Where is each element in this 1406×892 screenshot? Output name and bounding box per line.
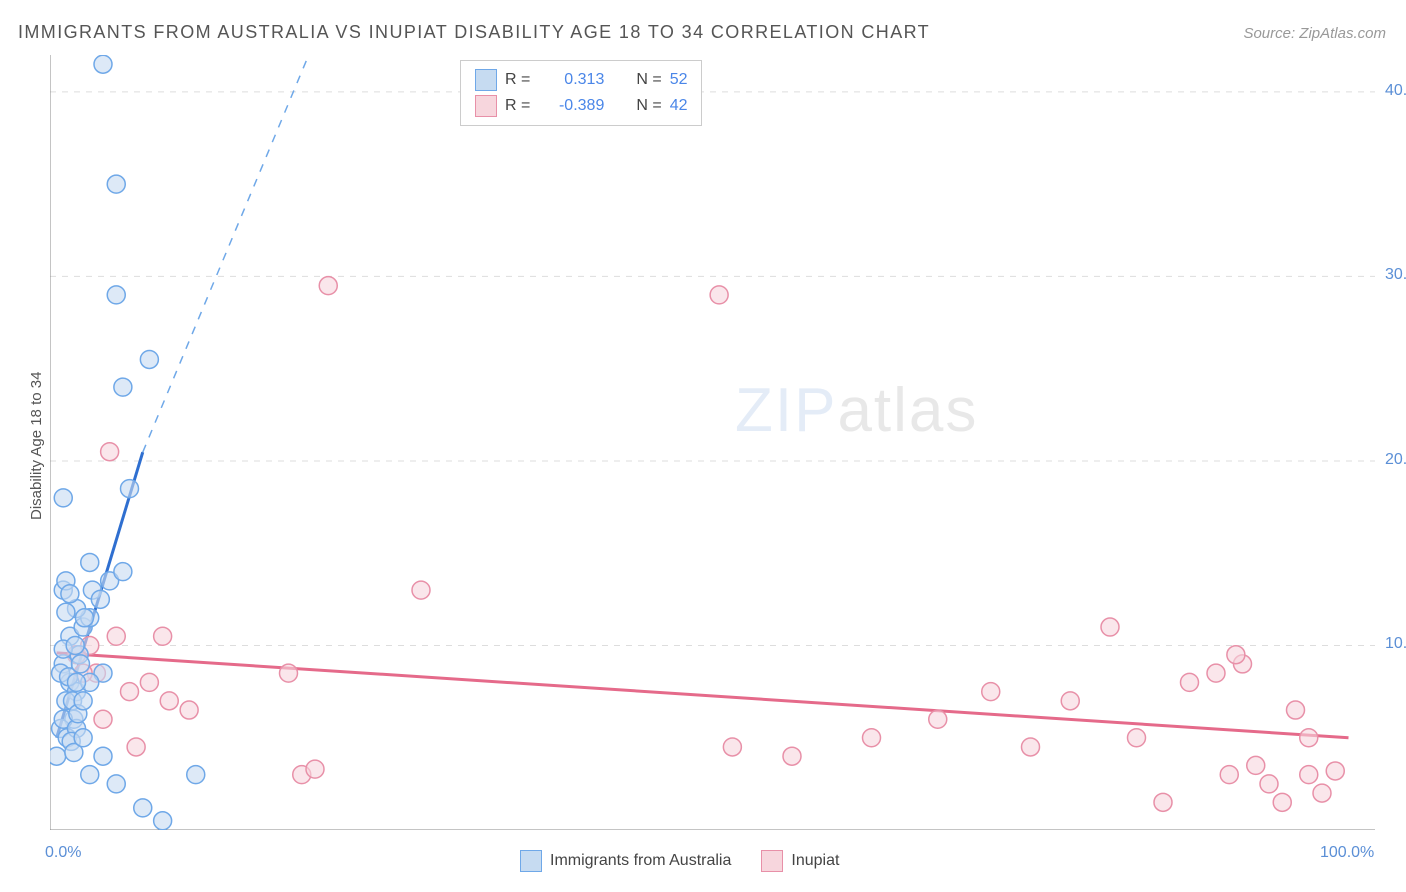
bottom-legend-item-2: Inupiat xyxy=(761,850,839,872)
r-label: R = xyxy=(505,97,530,115)
y-tick-label: 30.0% xyxy=(1385,266,1406,284)
legend-label-2: Inupiat xyxy=(791,852,839,870)
y-tick-label: 20.0% xyxy=(1385,451,1406,469)
swatch-series1 xyxy=(475,69,497,91)
n-label: N = xyxy=(636,71,661,89)
swatch-series2 xyxy=(761,850,783,872)
r-value-2: -0.389 xyxy=(538,97,604,115)
n-value-2: 42 xyxy=(670,97,688,115)
r-label: R = xyxy=(505,71,530,89)
watermark: ZIPatlas xyxy=(735,375,978,446)
stats-legend: R = 0.313 N = 52 R = -0.389 N = 42 xyxy=(460,60,702,126)
source-label: Source: ZipAtlas.com xyxy=(1243,25,1386,42)
y-axis-label: Disability Age 18 to 34 xyxy=(28,372,45,520)
chart-title: IMMIGRANTS FROM AUSTRALIA VS INUPIAT DIS… xyxy=(18,22,930,43)
y-tick-label: 40.0% xyxy=(1385,82,1406,100)
swatch-series2 xyxy=(475,95,497,117)
y-tick-label: 10.0% xyxy=(1385,635,1406,653)
x-tick-label: 100.0% xyxy=(1320,844,1374,862)
bottom-legend: Immigrants from Australia Inupiat xyxy=(520,850,839,872)
stats-legend-row-2: R = -0.389 N = 42 xyxy=(475,93,687,119)
n-value-1: 52 xyxy=(670,71,688,89)
bottom-legend-item-1: Immigrants from Australia xyxy=(520,850,731,872)
scatter-plot xyxy=(50,55,1375,830)
n-label: N = xyxy=(636,97,661,115)
legend-label-1: Immigrants from Australia xyxy=(550,852,731,870)
r-value-1: 0.313 xyxy=(538,71,604,89)
stats-legend-row-1: R = 0.313 N = 52 xyxy=(475,67,687,93)
swatch-series1 xyxy=(520,850,542,872)
x-tick-label: 0.0% xyxy=(45,844,81,862)
